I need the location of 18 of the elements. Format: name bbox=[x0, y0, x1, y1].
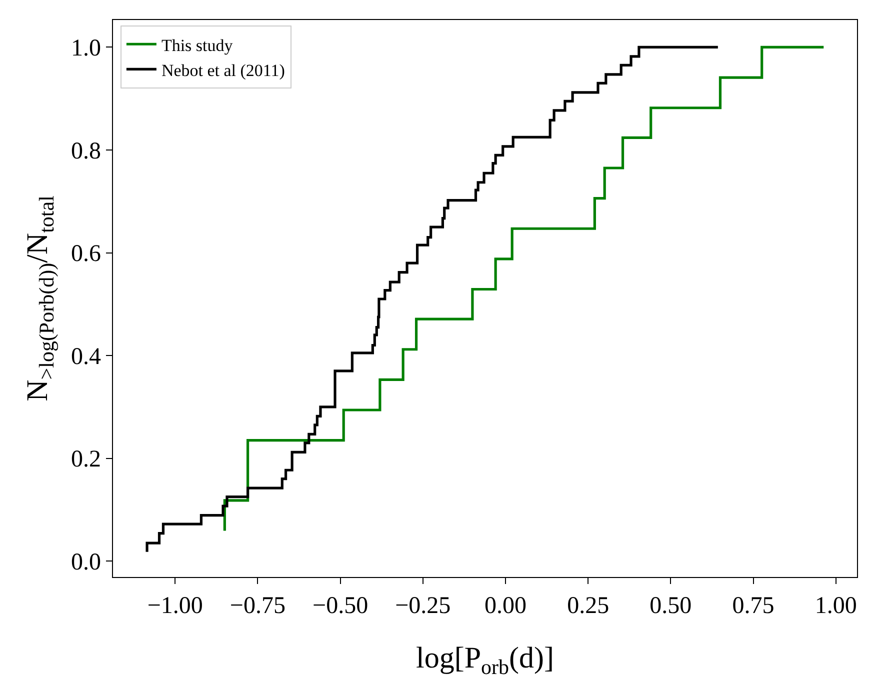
x-tick-label: −1.00 bbox=[147, 592, 203, 619]
y-tick-label: 0.2 bbox=[71, 446, 102, 473]
x-tick-label: 0.75 bbox=[732, 592, 774, 619]
y-tick-label: 0.4 bbox=[71, 344, 102, 370]
y-tick-label: 0.8 bbox=[71, 138, 102, 164]
x-tick-label: 0.25 bbox=[567, 592, 610, 619]
y-tick-label: 1.0 bbox=[71, 36, 102, 62]
x-tick-label: −0.25 bbox=[395, 592, 451, 619]
legend-label: Nebot et al (2011) bbox=[161, 60, 285, 80]
x-axis-title: log[P$_{orb}$(d)] bbox=[416, 642, 554, 679]
x-tick-label: 0.50 bbox=[650, 592, 692, 619]
legend-label: This study bbox=[161, 36, 234, 55]
x-tick-label: −0.75 bbox=[230, 592, 286, 619]
x-tick-label: −0.50 bbox=[312, 592, 368, 619]
x-tick-label: 0.00 bbox=[484, 592, 526, 619]
y-tick-label: 0.6 bbox=[71, 241, 102, 268]
x-tick-label: 1.00 bbox=[814, 592, 857, 619]
y-tick-label: 0.0 bbox=[71, 549, 102, 576]
